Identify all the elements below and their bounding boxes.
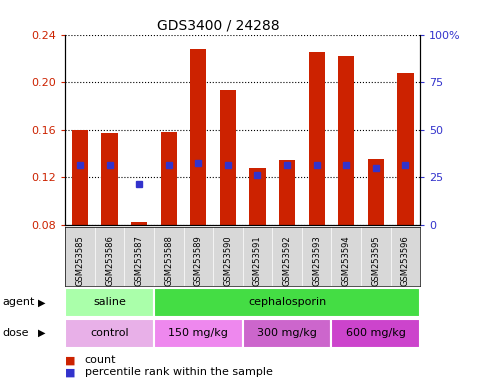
Bar	[154, 288, 420, 317]
Text: GSM253594: GSM253594	[342, 235, 351, 286]
Text: GSM253595: GSM253595	[371, 235, 380, 286]
Text: ▶: ▶	[38, 328, 45, 338]
Bar	[279, 161, 295, 319]
Text: GSM253586: GSM253586	[105, 235, 114, 286]
Text: percentile rank within the sample: percentile rank within the sample	[85, 367, 272, 377]
Text: GSM253585: GSM253585	[75, 235, 85, 286]
Bar	[309, 52, 325, 319]
Text: 150 mg/kg: 150 mg/kg	[169, 328, 228, 338]
Text: GSM253593: GSM253593	[312, 235, 321, 286]
Bar	[398, 73, 413, 319]
Bar	[161, 132, 177, 319]
Bar	[249, 167, 266, 319]
Text: ▶: ▶	[38, 297, 45, 308]
Text: GDS3400 / 24288: GDS3400 / 24288	[157, 19, 280, 33]
Text: GSM253592: GSM253592	[283, 235, 292, 286]
Text: ■: ■	[65, 355, 76, 365]
Text: dose: dose	[2, 328, 29, 338]
Bar	[331, 319, 420, 348]
Text: 300 mg/kg: 300 mg/kg	[257, 328, 317, 338]
Text: ■: ■	[65, 367, 76, 377]
Text: GSM253589: GSM253589	[194, 235, 203, 286]
Text: GSM253596: GSM253596	[401, 235, 410, 286]
Bar	[368, 159, 384, 319]
Bar	[65, 288, 154, 317]
Bar	[72, 130, 88, 319]
Text: agent: agent	[2, 297, 35, 308]
Bar	[220, 90, 236, 319]
Bar	[154, 319, 243, 348]
Text: GSM253587: GSM253587	[135, 235, 143, 286]
Bar	[101, 133, 118, 319]
Text: GSM253591: GSM253591	[253, 235, 262, 286]
Bar	[190, 49, 206, 319]
Text: count: count	[85, 355, 116, 365]
Bar	[338, 56, 355, 319]
Bar	[65, 319, 154, 348]
Text: control: control	[90, 328, 129, 338]
Text: saline: saline	[93, 297, 126, 308]
Bar	[242, 319, 331, 348]
Text: cephalosporin: cephalosporin	[248, 297, 326, 308]
Bar	[131, 222, 147, 319]
Text: 600 mg/kg: 600 mg/kg	[346, 328, 406, 338]
Text: GSM253590: GSM253590	[224, 235, 232, 286]
Text: GSM253588: GSM253588	[164, 235, 173, 286]
